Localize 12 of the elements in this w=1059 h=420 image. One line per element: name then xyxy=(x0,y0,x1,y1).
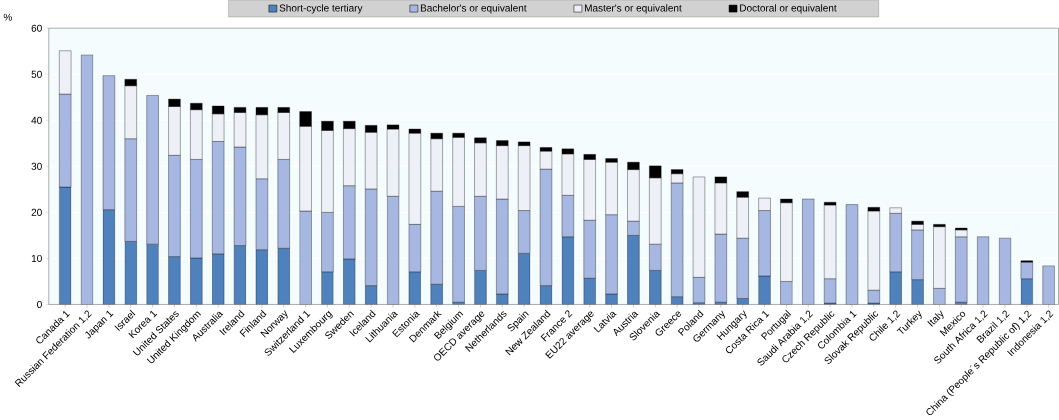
y-tick-label: 10 xyxy=(31,255,42,263)
legend-label: Bachelor's or equivalent xyxy=(420,4,527,14)
legend-label: Short-cycle tertiary xyxy=(279,4,363,14)
legend-label: Master's or equivalent xyxy=(584,4,682,14)
y-axis-title: % xyxy=(3,13,12,21)
y-tick-label: 30 xyxy=(31,163,42,171)
legend-label: Doctoral or equivalent xyxy=(740,4,837,14)
y-tick-label: 20 xyxy=(31,209,42,217)
y-tick-label: 40 xyxy=(31,116,42,125)
y-tick-label: 50 xyxy=(31,70,42,79)
y-tick-label: 0 xyxy=(37,301,42,309)
y-tick-label: 60 xyxy=(31,24,42,32)
